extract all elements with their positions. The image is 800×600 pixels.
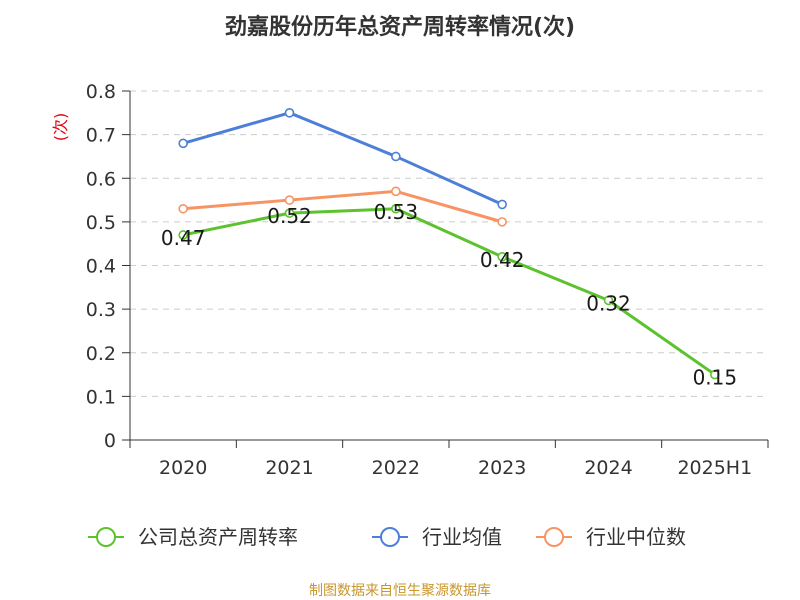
y-tick-label: 0.4 bbox=[86, 256, 116, 278]
data-labels: 0.47 0.52 0.53 0.42 0.32 0.15 bbox=[161, 200, 737, 390]
series-line-industry_median bbox=[183, 189, 503, 224]
x-tick-label: 2023 bbox=[478, 457, 526, 479]
y-tick-label: 0.7 bbox=[86, 125, 116, 147]
legend-marker bbox=[96, 527, 116, 547]
data-point-company bbox=[710, 369, 720, 380]
legend-item: 行业中位数 bbox=[536, 525, 686, 549]
legend-label: 公司总资产周转率 bbox=[138, 525, 298, 549]
data-label: 0.53 bbox=[374, 200, 419, 224]
chart-title: 劲嘉股份历年总资产周转率情况(次) bbox=[225, 14, 575, 40]
y-tick-label: 0.1 bbox=[86, 386, 116, 408]
data-point-industry_avg bbox=[391, 151, 401, 162]
legend-item: 行业均值 bbox=[372, 525, 502, 549]
data-point-industry_avg bbox=[497, 199, 507, 210]
data-label: 0.52 bbox=[267, 204, 312, 228]
data-label: 0.15 bbox=[693, 366, 738, 390]
data-label: 0.42 bbox=[480, 248, 525, 272]
data-point-company bbox=[497, 251, 507, 262]
data-label: 0.32 bbox=[586, 291, 631, 315]
series-line-industry_avg bbox=[182, 111, 503, 206]
y-tick-label: 0 bbox=[104, 430, 116, 452]
y-tick-label: 0.6 bbox=[86, 168, 116, 190]
legend: 公司总资产周转率 行业均值 行业中位数 bbox=[88, 525, 686, 549]
y-axis-unit: (次) bbox=[51, 113, 70, 142]
y-tick-label: 0.2 bbox=[86, 343, 116, 365]
data-point-company bbox=[284, 208, 295, 218]
y-tick-label: 0.8 bbox=[86, 81, 116, 103]
axes: 0 0.1 0.2 0.3 0.4 0.5 0.6 0.7 0.8 2020 2021 2022 202… bbox=[86, 81, 769, 479]
series-line-company bbox=[182, 207, 716, 376]
series bbox=[178, 108, 720, 380]
data-point-company bbox=[178, 230, 188, 240]
data-point-company bbox=[603, 295, 614, 306]
data-point-industry_median bbox=[391, 186, 401, 197]
legend-item: 公司总资产周转率 bbox=[88, 525, 298, 549]
x-tick-label: 2020 bbox=[159, 457, 207, 479]
data-point-industry_median bbox=[284, 195, 295, 205]
x-tick-label: 2022 bbox=[372, 457, 420, 479]
y-tick-label: 0.5 bbox=[86, 212, 116, 234]
legend-marker bbox=[380, 527, 400, 547]
legend-label: 行业均值 bbox=[422, 525, 502, 549]
legend-label: 行业中位数 bbox=[586, 525, 686, 549]
data-point-industry_median bbox=[178, 203, 188, 214]
grid bbox=[130, 90, 768, 397]
data-point-industry_median bbox=[497, 217, 507, 227]
data-point-company bbox=[391, 203, 401, 214]
data-point-industry_avg bbox=[178, 138, 188, 149]
y-tick-label: 0.3 bbox=[86, 299, 116, 321]
x-tick-label: 2021 bbox=[265, 457, 313, 479]
source-note: 制图数据来自恒生聚源数据库 bbox=[309, 583, 491, 599]
data-point-industry_avg bbox=[284, 108, 295, 118]
data-label: 0.47 bbox=[161, 226, 206, 250]
x-tick-label: 2025H1 bbox=[677, 457, 752, 479]
legend-marker bbox=[544, 527, 564, 547]
x-tick-label: 2024 bbox=[584, 457, 632, 479]
